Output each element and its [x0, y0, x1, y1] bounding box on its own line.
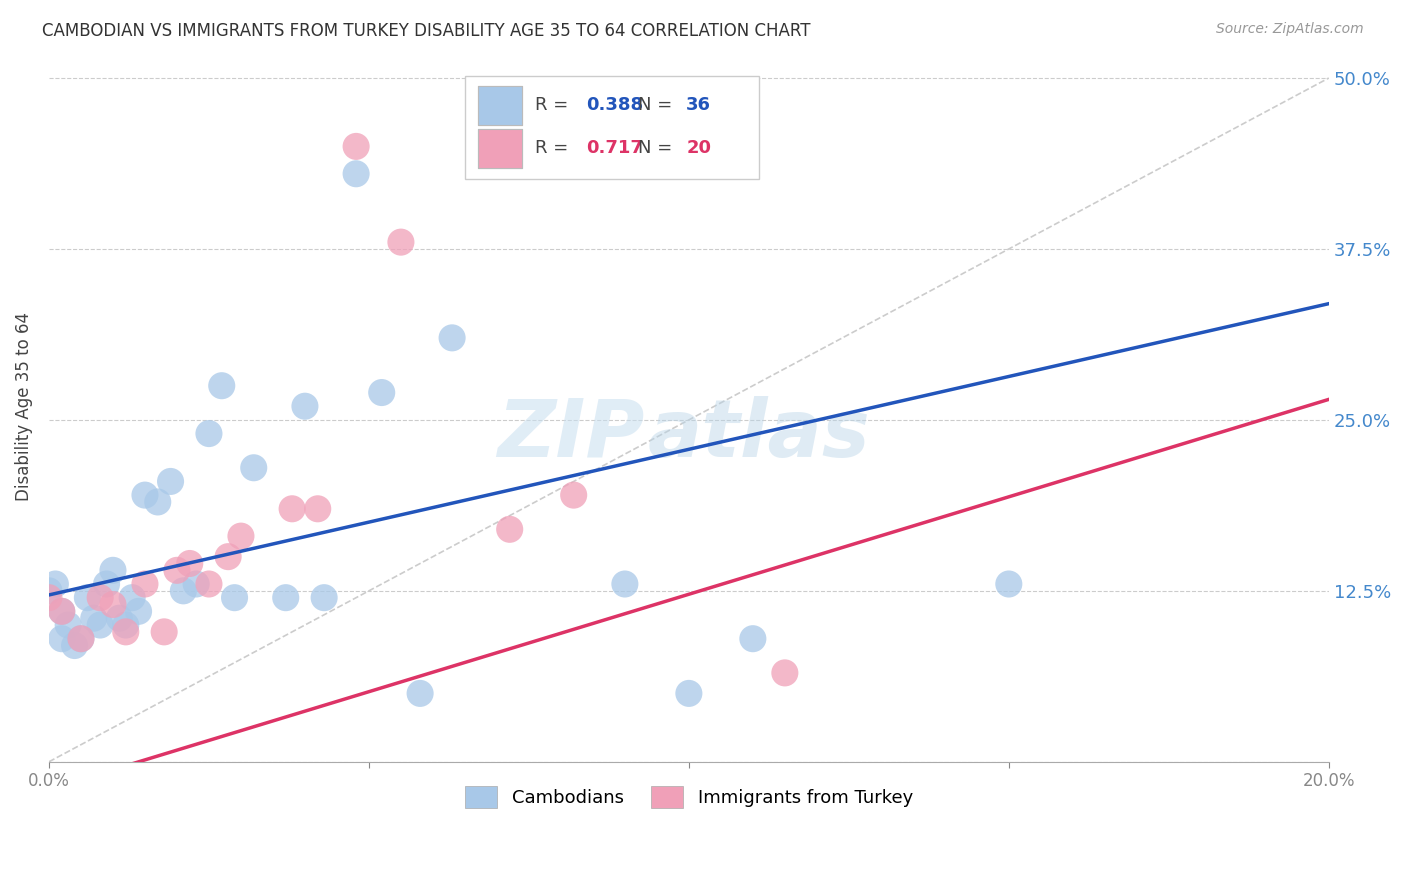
Text: N =: N =: [638, 96, 678, 114]
Text: atlas: atlas: [648, 396, 870, 474]
Point: [186, 577, 208, 591]
Point: [134, 488, 156, 502]
Point: [211, 378, 233, 392]
Point: [101, 598, 124, 612]
Point: [128, 604, 150, 618]
Point: [217, 549, 239, 564]
Point: [83, 611, 105, 625]
Point: [198, 426, 221, 441]
Text: 36: 36: [686, 96, 711, 114]
Point: [63, 639, 86, 653]
Text: N =: N =: [638, 139, 678, 157]
Point: [389, 235, 412, 249]
Point: [741, 632, 763, 646]
Point: [998, 577, 1021, 591]
Point: [38, 591, 60, 605]
Point: [179, 557, 201, 571]
Point: [274, 591, 297, 605]
Point: [114, 624, 136, 639]
Point: [96, 577, 118, 591]
FancyBboxPatch shape: [478, 87, 523, 126]
Legend: Cambodians, Immigrants from Turkey: Cambodians, Immigrants from Turkey: [456, 777, 922, 817]
Text: ZIP: ZIP: [496, 396, 644, 474]
Point: [51, 604, 73, 618]
Point: [56, 618, 79, 632]
Point: [101, 563, 124, 577]
Point: [89, 618, 111, 632]
Point: [121, 591, 143, 605]
Point: [51, 604, 73, 618]
Point: [114, 618, 136, 632]
Point: [70, 632, 93, 646]
Text: CAMBODIAN VS IMMIGRANTS FROM TURKEY DISABILITY AGE 35 TO 64 CORRELATION CHART: CAMBODIAN VS IMMIGRANTS FROM TURKEY DISA…: [42, 22, 811, 40]
Point: [166, 563, 188, 577]
Point: [108, 611, 131, 625]
Point: [562, 488, 585, 502]
Point: [370, 385, 392, 400]
Point: [159, 475, 181, 489]
Point: [224, 591, 246, 605]
Point: [242, 460, 264, 475]
Text: 20: 20: [686, 139, 711, 157]
Point: [499, 522, 522, 536]
Point: [344, 139, 367, 153]
FancyBboxPatch shape: [478, 129, 523, 168]
Text: R =: R =: [536, 96, 574, 114]
Point: [307, 501, 329, 516]
Point: [281, 501, 304, 516]
Point: [773, 665, 796, 680]
Point: [294, 399, 316, 413]
Text: Source: ZipAtlas.com: Source: ZipAtlas.com: [1216, 22, 1364, 37]
Point: [344, 167, 367, 181]
Point: [198, 577, 221, 591]
Point: [613, 577, 636, 591]
Point: [51, 632, 73, 646]
Point: [229, 529, 252, 543]
Point: [76, 591, 98, 605]
Point: [314, 591, 336, 605]
Point: [146, 495, 169, 509]
Point: [441, 331, 464, 345]
Point: [89, 591, 111, 605]
FancyBboxPatch shape: [465, 76, 759, 178]
Point: [134, 577, 156, 591]
Point: [70, 632, 93, 646]
Point: [172, 583, 194, 598]
Point: [678, 686, 700, 700]
Point: [153, 624, 176, 639]
Point: [38, 583, 60, 598]
Y-axis label: Disability Age 35 to 64: Disability Age 35 to 64: [15, 311, 32, 500]
Text: 0.717: 0.717: [586, 139, 644, 157]
Text: 0.388: 0.388: [586, 96, 644, 114]
Text: R =: R =: [536, 139, 574, 157]
Point: [44, 577, 66, 591]
Point: [409, 686, 432, 700]
